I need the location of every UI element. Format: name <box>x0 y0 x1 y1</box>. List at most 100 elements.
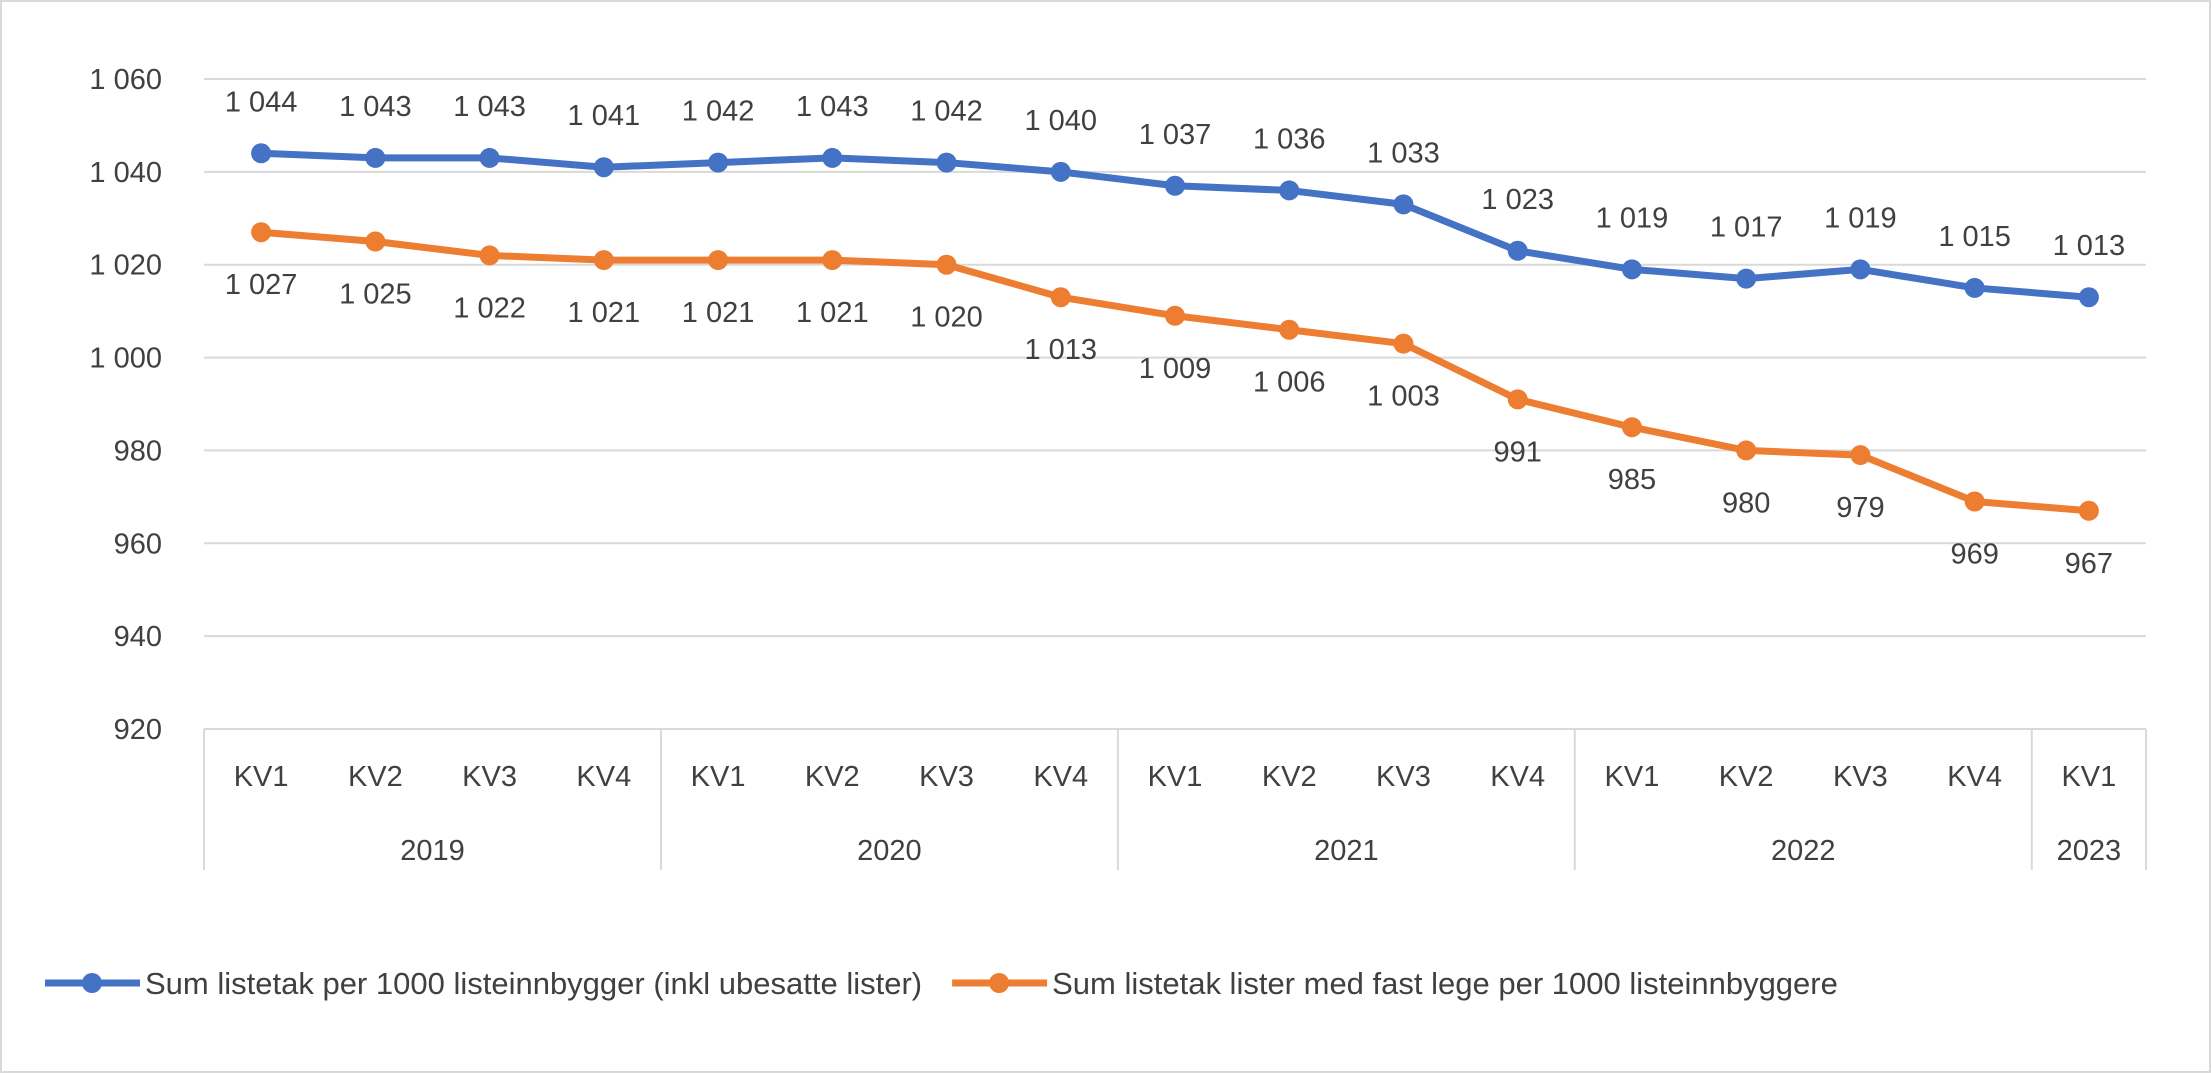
data-label-1: 1 023 <box>1481 184 1554 216</box>
x-group-label: 2021 <box>1314 835 1379 867</box>
data-label-2: 1 006 <box>1253 367 1326 399</box>
data-point-1 <box>1621 259 1642 280</box>
data-point-1 <box>1736 268 1757 289</box>
x-tick-label: KV3 <box>1833 761 1888 793</box>
y-tick-label: 1 060 <box>89 64 162 96</box>
data-label-2: 1 025 <box>339 279 412 311</box>
x-tick-label: KV1 <box>1148 761 1203 793</box>
data-label-1: 1 041 <box>568 100 641 132</box>
y-tick-label: 1 040 <box>89 157 162 189</box>
data-label-2: 1 020 <box>910 302 983 334</box>
data-label-1: 1 015 <box>1938 221 2011 253</box>
data-label-2: 969 <box>1950 539 1998 571</box>
data-label-2: 1 027 <box>225 269 298 301</box>
y-tick-label: 980 <box>114 435 162 467</box>
x-tick-label: KV2 <box>1719 761 1774 793</box>
x-tick-label: KV3 <box>1376 761 1431 793</box>
x-tick-label: KV1 <box>234 761 289 793</box>
data-point-1 <box>479 147 500 168</box>
x-tick-label: KV1 <box>1605 761 1660 793</box>
data-point-2 <box>1850 445 1871 466</box>
data-point-2 <box>365 231 386 252</box>
data-point-2 <box>708 250 729 271</box>
x-tick-label: KV4 <box>1033 761 1088 793</box>
data-point-1 <box>1050 161 1071 182</box>
data-label-1: 1 044 <box>225 86 298 118</box>
x-group-label: 2022 <box>1771 835 1836 867</box>
x-tick-label: KV4 <box>1490 761 1545 793</box>
data-point-2 <box>1507 389 1528 410</box>
data-label-1: 1 019 <box>1824 202 1897 234</box>
data-label-2: 980 <box>1722 487 1770 519</box>
y-tick-label: 940 <box>114 621 162 653</box>
data-point-1 <box>1850 259 1871 280</box>
x-tick-label: KV3 <box>919 761 974 793</box>
data-label-2: 979 <box>1836 492 1884 524</box>
data-label-2: 991 <box>1494 436 1542 468</box>
x-tick-label: KV1 <box>691 761 746 793</box>
data-label-1: 1 040 <box>1024 105 1097 137</box>
data-point-2 <box>822 250 843 271</box>
data-point-1 <box>365 147 386 168</box>
data-label-1: 1 036 <box>1253 123 1326 155</box>
data-point-2 <box>1964 491 1985 512</box>
data-label-1: 1 042 <box>910 96 983 128</box>
x-tick-label: KV1 <box>2061 761 2116 793</box>
x-group-label: 2020 <box>857 835 922 867</box>
data-point-1 <box>936 152 957 173</box>
x-tick-label: KV2 <box>805 761 860 793</box>
data-label-1: 1 017 <box>1710 212 1783 244</box>
data-label-1: 1 043 <box>453 91 526 123</box>
data-point-2 <box>1050 287 1071 308</box>
y-tick-label: 920 <box>114 714 162 746</box>
x-group-label: 2019 <box>400 835 465 867</box>
data-point-1 <box>1279 180 1300 201</box>
data-point-2 <box>593 250 614 271</box>
data-point-2 <box>1165 305 1185 326</box>
x-tick-label: KV4 <box>1947 761 2002 793</box>
data-label-2: 1 009 <box>1139 353 1212 385</box>
data-label-1: 1 042 <box>682 96 755 128</box>
y-tick-label: 1 020 <box>89 250 162 282</box>
legend-label-1: Sum listetak per 1000 listeinnbygger (in… <box>145 966 922 1001</box>
data-label-2: 1 021 <box>568 297 641 329</box>
data-point-1 <box>822 147 843 168</box>
data-label-2: 967 <box>2065 548 2113 580</box>
x-tick-label: KV4 <box>576 761 631 793</box>
data-point-2 <box>1621 417 1642 438</box>
data-label-1: 1 037 <box>1139 119 1212 151</box>
data-point-1 <box>1393 194 1414 215</box>
data-point-1 <box>1507 240 1528 261</box>
data-point-2 <box>1736 440 1757 461</box>
data-label-2: 985 <box>1608 464 1656 496</box>
data-label-1: 1 033 <box>1367 137 1440 169</box>
data-point-1 <box>2078 287 2099 308</box>
x-group-label: 2023 <box>2057 835 2122 867</box>
data-label-1: 1 013 <box>2053 230 2126 262</box>
x-tick-label: KV2 <box>1262 761 1317 793</box>
data-label-1: 1 043 <box>796 91 869 123</box>
data-point-2 <box>251 222 272 243</box>
data-label-1: 1 019 <box>1596 202 1669 234</box>
legend-label-2: Sum listetak lister med fast lege per 10… <box>1052 966 1838 1001</box>
legend-marker-1 <box>82 973 102 993</box>
data-label-2: 1 021 <box>682 297 755 329</box>
legend-marker-2 <box>989 973 1010 993</box>
data-point-1 <box>708 152 729 173</box>
data-point-2 <box>1279 319 1300 340</box>
data-label-2: 1 022 <box>453 292 526 324</box>
x-tick-label: KV3 <box>462 761 517 793</box>
data-point-2 <box>479 245 500 266</box>
x-tick-label: KV2 <box>348 761 403 793</box>
data-point-1 <box>1165 175 1185 196</box>
data-point-2 <box>2078 500 2099 521</box>
data-point-1 <box>593 157 614 178</box>
y-tick-label: 960 <box>114 528 162 560</box>
data-label-1: 1 043 <box>339 91 412 123</box>
data-label-2: 1 003 <box>1367 381 1440 413</box>
data-point-2 <box>1393 333 1414 354</box>
y-tick-label: 1 000 <box>89 343 162 375</box>
data-point-1 <box>1964 277 1985 298</box>
data-point-2 <box>936 254 957 275</box>
